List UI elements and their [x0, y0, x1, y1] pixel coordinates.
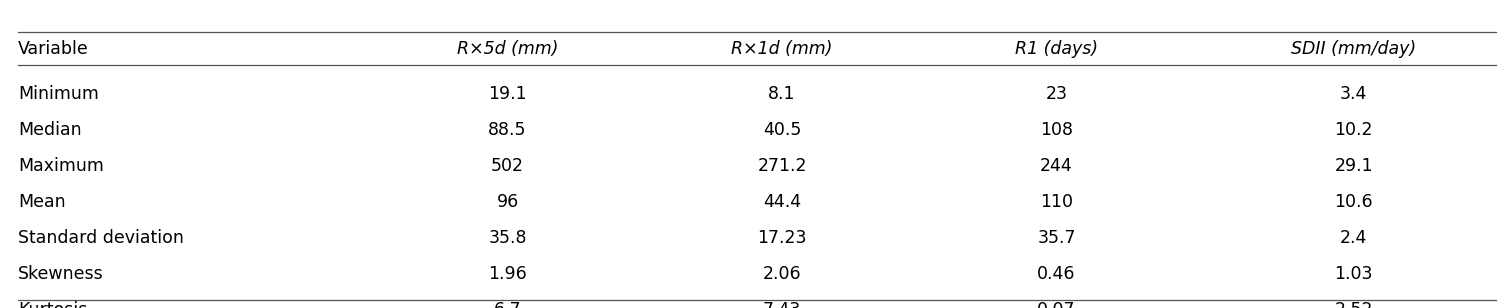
Text: 7.43: 7.43	[763, 301, 802, 308]
Text: 10.6: 10.6	[1334, 193, 1373, 211]
Text: 10.2: 10.2	[1334, 121, 1373, 139]
Text: Minimum: Minimum	[18, 85, 99, 103]
Text: 2.4: 2.4	[1340, 229, 1367, 247]
Text: R×5d (mm): R×5d (mm)	[457, 40, 558, 58]
Text: Mean: Mean	[18, 193, 66, 211]
Text: 3.4: 3.4	[1340, 85, 1367, 103]
Text: 35.8: 35.8	[489, 229, 526, 247]
Text: 44.4: 44.4	[763, 193, 802, 211]
Text: 108: 108	[1041, 121, 1072, 139]
Text: Skewness: Skewness	[18, 265, 104, 282]
Text: Maximum: Maximum	[18, 157, 104, 175]
Text: 110: 110	[1041, 193, 1072, 211]
Text: 0.07: 0.07	[1038, 301, 1075, 308]
Text: Variable: Variable	[18, 40, 89, 58]
Text: 2.06: 2.06	[763, 265, 802, 282]
Text: 19.1: 19.1	[489, 85, 526, 103]
Text: 0.46: 0.46	[1038, 265, 1075, 282]
Text: 271.2: 271.2	[758, 157, 806, 175]
Text: 244: 244	[1041, 157, 1072, 175]
Text: 88.5: 88.5	[489, 121, 526, 139]
Text: 40.5: 40.5	[763, 121, 802, 139]
Text: 1.03: 1.03	[1334, 265, 1373, 282]
Text: Kurtosis: Kurtosis	[18, 301, 87, 308]
Text: 29.1: 29.1	[1334, 157, 1373, 175]
Text: Standard deviation: Standard deviation	[18, 229, 183, 247]
Text: Median: Median	[18, 121, 81, 139]
Text: R×1d (mm): R×1d (mm)	[731, 40, 833, 58]
Text: 6.7: 6.7	[493, 301, 522, 308]
Text: 8.1: 8.1	[769, 85, 796, 103]
Text: 23: 23	[1045, 85, 1068, 103]
Text: 2.52: 2.52	[1334, 301, 1373, 308]
Text: R1 (days): R1 (days)	[1015, 40, 1098, 58]
Text: 96: 96	[496, 193, 519, 211]
Text: SDII (mm/day): SDII (mm/day)	[1290, 40, 1417, 58]
Text: 1.96: 1.96	[489, 265, 526, 282]
Text: 502: 502	[492, 157, 523, 175]
Text: 35.7: 35.7	[1038, 229, 1075, 247]
Text: 17.23: 17.23	[758, 229, 806, 247]
